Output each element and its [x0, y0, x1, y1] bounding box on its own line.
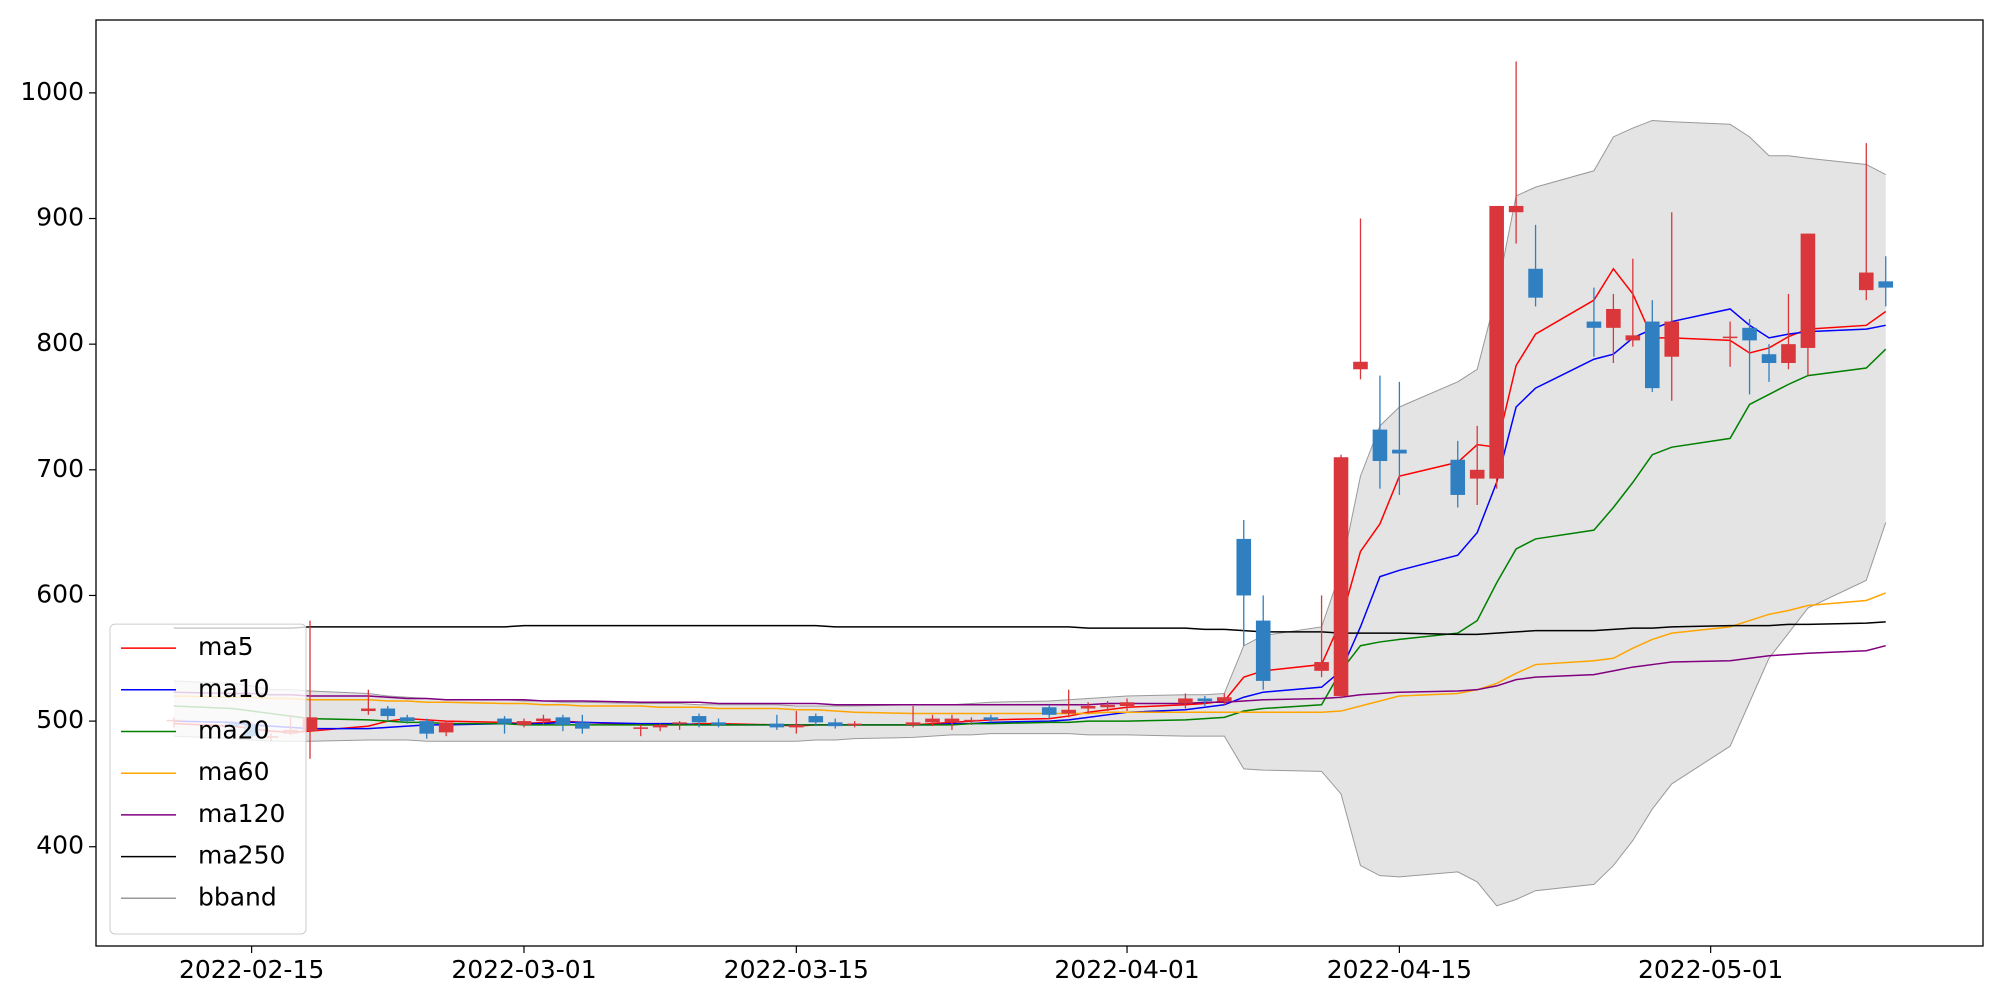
candle-body [1236, 538, 1252, 596]
legend-label: bband [198, 882, 277, 911]
candle-body [1217, 697, 1232, 701]
candle-body [575, 722, 590, 729]
legend-label: ma5 [198, 632, 254, 661]
candle-body [983, 717, 999, 720]
x-tick-label: 2022-04-01 [1054, 955, 1199, 984]
y-tick-label: 700 [36, 454, 84, 483]
candle-body [1606, 308, 1621, 328]
candle-body [1119, 702, 1135, 707]
ma-line [173, 348, 1887, 726]
y-tick-label: 600 [36, 579, 84, 608]
candle-body [1255, 620, 1271, 681]
candle-body [555, 717, 571, 725]
legend-label: ma60 [198, 757, 269, 786]
candle-body [438, 722, 454, 733]
candle-body [789, 724, 804, 728]
candle-body [1800, 233, 1816, 348]
candle-body [905, 722, 921, 725]
candle-body [769, 723, 785, 728]
candle-body [419, 721, 435, 734]
candle-body [944, 718, 960, 723]
candle-body [1041, 707, 1057, 715]
candle-body [1314, 662, 1329, 671]
candle-body [1878, 281, 1894, 288]
x-tick-label: 2022-02-15 [179, 955, 324, 984]
candle-body [1858, 272, 1874, 291]
candle-body [1372, 429, 1388, 462]
candle-body [1781, 344, 1796, 364]
y-tick-label: 1000 [20, 77, 84, 106]
candle-body [1178, 698, 1193, 704]
candle-body [711, 722, 726, 725]
candle-body [1742, 327, 1757, 341]
candle-body [1722, 336, 1738, 339]
candle-body [1080, 706, 1096, 709]
ma-line [173, 621, 1886, 636]
legend-label: ma250 [198, 841, 285, 870]
legend-label: ma120 [198, 799, 285, 828]
candle-body [497, 718, 512, 724]
x-tick-label: 2022-03-15 [724, 955, 869, 984]
candle-body [399, 717, 415, 722]
candle-body [1586, 321, 1602, 328]
candle-body [1100, 704, 1115, 708]
candle-body [964, 719, 979, 722]
legend: ma5 ma10 ma20 ma60 ma120 ma250 bband [109, 623, 307, 935]
candle-body [1450, 459, 1466, 495]
candle-body [847, 723, 862, 726]
candle-body [380, 708, 396, 717]
candle-body [691, 716, 707, 723]
x-tick-label: 2022-04-15 [1327, 955, 1472, 984]
candle-body [1197, 698, 1213, 701]
bband-fill [173, 120, 1886, 906]
candle-body [1625, 335, 1641, 341]
y-tick-label: 900 [36, 203, 84, 232]
plot-frame [95, 19, 1984, 947]
candle-body [1469, 469, 1485, 479]
candle-body [1061, 709, 1076, 714]
x-tick-label: 2022-05-01 [1638, 955, 1783, 984]
candle-body [633, 727, 648, 729]
candle-body [1392, 449, 1407, 454]
candle-body [827, 722, 843, 727]
y-tick-label: 800 [36, 328, 84, 357]
bband-lower [173, 522, 1887, 907]
candle-body [1508, 205, 1524, 213]
ma-line [173, 308, 1886, 730]
candle-body [1644, 321, 1660, 389]
candle-body [361, 708, 376, 712]
candle-body [652, 724, 668, 728]
y-tick-label: 500 [36, 705, 84, 734]
candle-body [672, 722, 687, 724]
candle-body [1761, 354, 1777, 364]
legend-label: ma10 [198, 674, 269, 703]
legend-label: ma20 [198, 716, 269, 745]
candle-body [1489, 205, 1504, 479]
x-tick-label: 2022-03-01 [451, 955, 596, 984]
candle-body [516, 721, 532, 725]
candle-body [536, 718, 551, 722]
candle-body [808, 716, 824, 723]
candle-body [1528, 268, 1543, 298]
candle-body [925, 718, 940, 723]
y-tick-label: 400 [36, 831, 84, 860]
candle-body [1353, 361, 1368, 370]
candle-body [1664, 321, 1680, 357]
candle-body [1333, 457, 1349, 696]
